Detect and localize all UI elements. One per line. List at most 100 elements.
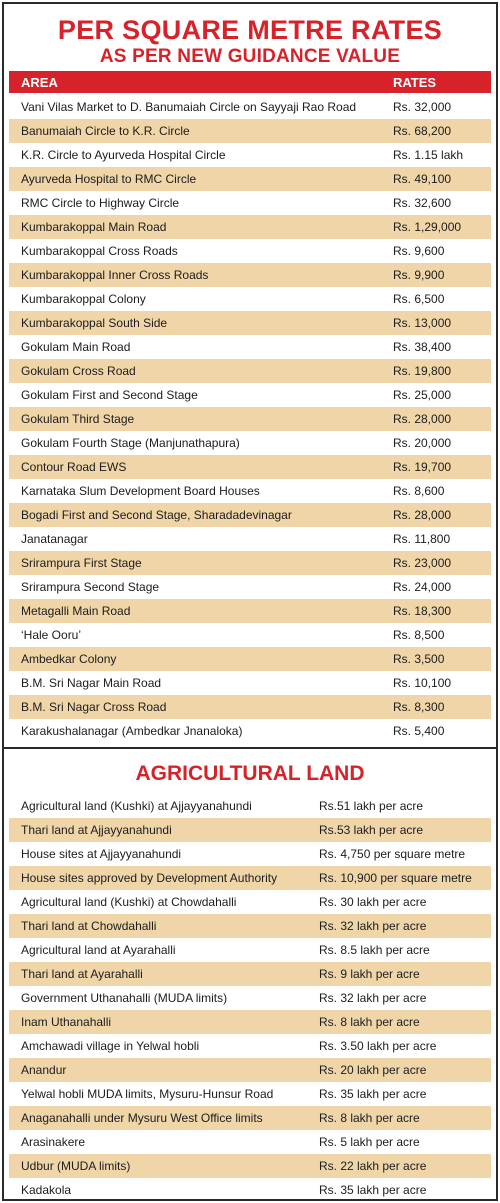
table-row: Ayurveda Hospital to RMC Circle Rs. 49,10… xyxy=(9,167,491,191)
table-row: B.M. Sri Nagar Main Road Rs. 10,100 xyxy=(9,671,491,695)
table-row: Gokulam Cross Road Rs. 19,800 xyxy=(9,359,491,383)
area-cell: Gokulam Main Road xyxy=(21,340,131,354)
area-cell: Yelwal hobli MUDA limits, Mysuru-Hunsur … xyxy=(21,1087,274,1101)
area-cell: Bogadi First and Second Stage, Sharadade… xyxy=(21,508,292,522)
table-row: Gokulam Main Road Rs. 38,400 xyxy=(9,335,491,359)
area-cell: Government Uthanahalli (MUDA limits) xyxy=(21,991,228,1005)
rate-cell: Rs. 24,000 xyxy=(393,580,452,594)
rate-cell: Rs. 22 lakh per acre xyxy=(319,1159,427,1173)
area-cell: Inam Uthanahalli xyxy=(21,1015,112,1029)
table-row: Kumbarakoppal Cross Roads Rs. 9,600 xyxy=(9,239,491,263)
table-row: Srirampura Second Stage Rs. 24,000 xyxy=(9,575,491,599)
table-row: Government Uthanahalli (MUDA limits) Rs. … xyxy=(9,986,491,1010)
column-header-area: AREA xyxy=(21,74,58,90)
table-row: Janatanagar Rs. 11,800 xyxy=(9,527,491,551)
table-row: Ambedkar Colony Rs. 3,500 xyxy=(9,647,491,671)
rate-cell: Rs. 20,000 xyxy=(393,436,452,450)
table-row: House sites approved by Development Auth… xyxy=(9,866,491,890)
area-cell: Amchawadi village in Yelwal hobli xyxy=(21,1039,200,1053)
area-cell: Gokulam Third Stage xyxy=(21,412,135,426)
table-row: Vani Vilas Market to D. Banumaiah Circle… xyxy=(9,95,491,119)
area-cell: House sites approved by Development Auth… xyxy=(21,871,278,885)
rate-cell: Rs. 5 lakh per acre xyxy=(319,1135,420,1149)
area-cell: Metagalli Main Road xyxy=(21,604,131,618)
table-row: Kumbarakoppal Inner Cross Roads Rs. 9,900 xyxy=(9,263,491,287)
area-cell: Anaganahalli under Mysuru West Office li… xyxy=(21,1111,263,1125)
page-title: PER SQUARE METRE RATES xyxy=(57,15,443,45)
table-row: Udbur (MUDA limits) Rs. 22 lakh per acre xyxy=(9,1154,491,1178)
rate-cell: Rs. 25,000 xyxy=(393,388,452,402)
column-header-rates: RATES xyxy=(393,74,437,90)
table-row: Kumbarakoppal South Side Rs. 13,000 xyxy=(9,311,491,335)
rate-cell: Rs. 3,500 xyxy=(393,652,445,666)
table-header: AREA RATES xyxy=(9,71,491,93)
rate-cell: Rs. 10,900 per square metre xyxy=(319,871,472,885)
rate-cell: Rs. 11,800 xyxy=(393,532,451,546)
area-cell: Kumbarakoppal Colony xyxy=(21,292,146,306)
area-cell: Gokulam Cross Road xyxy=(21,364,136,378)
table-row: Thari land at Ayarahalli Rs. 9 lakh per a… xyxy=(9,962,491,986)
rate-cell: Rs. 13,000 xyxy=(393,316,452,330)
rate-cell: Rs. 32 lakh per acre xyxy=(319,991,427,1005)
rate-cell: Rs. 38,400 xyxy=(393,340,452,354)
area-cell: Kadakola xyxy=(21,1183,72,1197)
table-row: Anandur Rs. 20 lakh per acre xyxy=(9,1058,491,1082)
area-cell: Vani Vilas Market to D. Banumaiah Circle… xyxy=(21,100,357,114)
area-cell: Agricultural land (Kushki) at Ajjayyanah… xyxy=(21,799,252,813)
page-subtitle: AS PER NEW GUIDANCE VALUE xyxy=(99,46,401,67)
table-row: ‘Hale Ooru’ Rs. 8,500 xyxy=(9,623,491,647)
area-cell: Kumbarakoppal Inner Cross Roads xyxy=(21,268,209,282)
table-row: Gokulam Third Stage Rs. 28,000 xyxy=(9,407,491,431)
rate-cell: Rs. 6,500 xyxy=(393,292,445,306)
table-row: Kumbarakoppal Main Road Rs. 1,29,000 xyxy=(9,215,491,239)
rate-cell: Rs. 3.50 lakh per acre xyxy=(319,1039,437,1053)
area-cell: Kumbarakoppal Main Road xyxy=(21,220,167,234)
table-row: Amchawadi village in Yelwal hobli Rs. 3.5… xyxy=(9,1034,491,1058)
rate-cell: Rs. 32,000 xyxy=(393,100,452,114)
table-row: Inam Uthanahalli Rs. 8 lakh per acre xyxy=(9,1010,491,1034)
area-cell: Banumaiah Circle to K.R. Circle xyxy=(21,124,190,138)
rate-cell: Rs. 5,400 xyxy=(393,724,445,738)
area-cell: Kumbarakoppal Cross Roads xyxy=(21,244,178,258)
rate-cell: Rs. 9 lakh per acre xyxy=(319,967,420,981)
area-cell: Arasinakere xyxy=(21,1135,86,1149)
table-row: Gokulam First and Second Stage Rs. 25,000 xyxy=(9,383,491,407)
rate-cell: Rs. 28,000 xyxy=(393,412,452,426)
table-row: Kumbarakoppal Colony Rs. 6,500 xyxy=(9,287,491,311)
area-cell: Agricultural land at Ayarahalli xyxy=(21,943,176,957)
area-cell: Gokulam First and Second Stage xyxy=(21,388,198,402)
table-row: Arasinakere Rs. 5 lakh per acre xyxy=(9,1130,491,1154)
table-row: B.M. Sri Nagar Cross Road Rs. 8,300 xyxy=(9,695,491,719)
rate-cell: Rs. 8,300 xyxy=(393,700,445,714)
table-row: House sites at Ajjayyanahundi Rs. 4,750 p… xyxy=(9,842,491,866)
area-cell: Thari land at Ajjayyanahundi xyxy=(21,823,172,837)
rate-cell: Rs. 18,300 xyxy=(393,604,452,618)
area-cell: Srirampura First Stage xyxy=(21,556,142,570)
area-cell: Anandur xyxy=(21,1063,67,1077)
table-row: Yelwal hobli MUDA limits, Mysuru-Hunsur … xyxy=(9,1082,491,1106)
rates-table: Vani Vilas Market to D. Banumaiah Circle… xyxy=(9,95,491,743)
table-row: Banumaiah Circle to K.R. Circle Rs. 68,20… xyxy=(9,119,491,143)
table-row: Thari land at Ajjayyanahundi Rs.53 lakh p… xyxy=(9,818,491,842)
table-row: Agricultural land (Kushki) at Chowdahall… xyxy=(9,890,491,914)
table-row: Srirampura First Stage Rs. 23,000 xyxy=(9,551,491,575)
area-cell: Agricultural land (Kushki) at Chowdahall… xyxy=(21,895,237,909)
rate-cell: Rs.53 lakh per acre xyxy=(319,823,424,837)
area-cell: K.R. Circle to Ayurveda Hospital Circle xyxy=(21,148,226,162)
rate-cell: Rs. 32,600 xyxy=(393,196,452,210)
area-cell: Karnataka Slum Development Board Houses xyxy=(21,484,260,498)
rate-cell: Rs.51 lakh per acre xyxy=(319,799,424,813)
table-row: Karakushalanagar (Ambedkar Jnanaloka) Rs.… xyxy=(9,719,491,743)
table-row: Kadakola Rs. 35 lakh per acre xyxy=(9,1178,491,1199)
agricultural-section-title: AGRICULTURAL LAND xyxy=(135,762,365,785)
table-row: K.R. Circle to Ayurveda Hospital Circle R… xyxy=(9,143,491,167)
rate-cell: Rs. 8,500 xyxy=(393,628,445,642)
table-row: Agricultural land (Kushki) at Ajjayyanah… xyxy=(9,794,491,818)
table-row: Thari land at Chowdahalli Rs. 32 lakh per… xyxy=(9,914,491,938)
rate-cell: Rs. 35 lakh per acre xyxy=(319,1183,427,1197)
rate-cell: Rs. 8 lakh per acre xyxy=(319,1015,420,1029)
rate-cell: Rs. 49,100 xyxy=(393,172,452,186)
area-cell: Thari land at Chowdahalli xyxy=(21,919,157,933)
area-cell: House sites at Ajjayyanahundi xyxy=(21,847,182,861)
rate-cell: Rs. 8,600 xyxy=(393,484,445,498)
